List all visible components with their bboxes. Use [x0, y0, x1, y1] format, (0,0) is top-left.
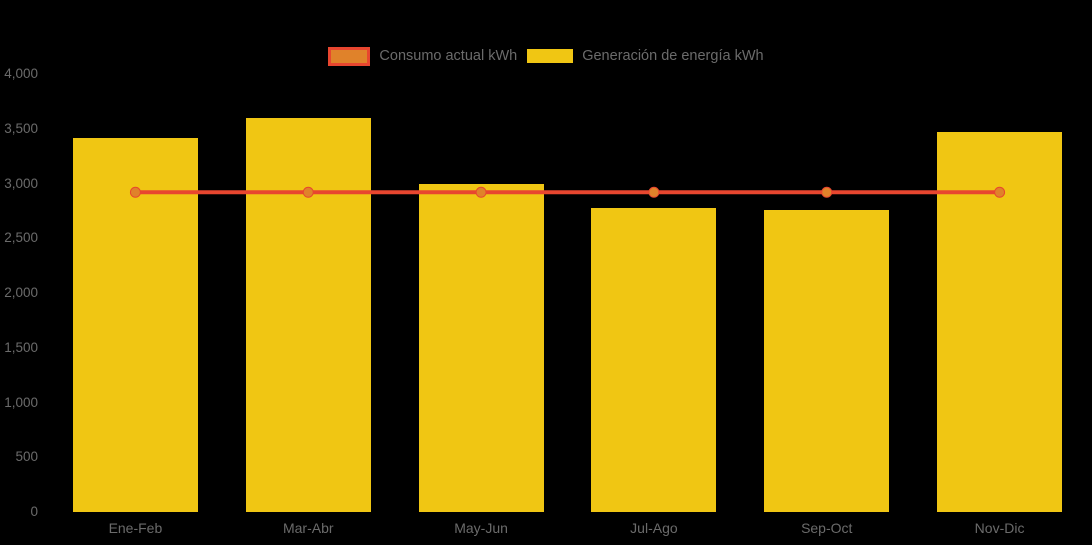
y-axis-tick-label-2500: 2,500 [4, 230, 38, 246]
generation-bar-may-jun[interactable] [418, 183, 544, 512]
y-axis-tick-label-1500: 1,500 [4, 339, 38, 355]
chart-legend: Consumo actual kWh Generación de energía… [0, 45, 1092, 67]
consumption-line-marker-ene-feb[interactable] [129, 186, 141, 198]
x-axis-tick-label-jul-ago: Jul-Ago [630, 520, 678, 536]
generation-bar-jul-ago[interactable] [591, 207, 717, 512]
y-axis-tick-label-3500: 3,500 [4, 120, 38, 136]
x-axis-tick-label-nov-dic: Nov-Dic [974, 520, 1025, 536]
y-axis-tick-label-3000: 3,000 [4, 175, 38, 191]
legend-item-consumo-actual[interactable]: Consumo actual kWh [328, 46, 518, 66]
y-axis-tick-label-500: 500 [15, 449, 38, 465]
y-axis-tick-label-0: 0 [30, 504, 38, 519]
x-axis-tick-label-sep-oct: Sep-Oct [801, 520, 853, 536]
y-axis: 0 500 1,000 1,500 2,000 2,500 3,000 3,500 4,000 [0, 0, 38, 545]
consumption-line-marker-nov-dic[interactable] [994, 186, 1006, 198]
consumption-line-marker-may-jun[interactable] [475, 186, 487, 198]
x-axis-tick-label-ene-feb: Ene-Feb [108, 520, 163, 536]
consumption-line-marker-mar-abr[interactable] [302, 186, 314, 198]
consumption-line-marker-jul-ago[interactable] [648, 186, 660, 198]
legend-item-generacion-energia[interactable]: Generación de energía kWh [527, 47, 764, 64]
x-axis-tick-label-may-jun: May-Jun [454, 520, 508, 536]
generation-bar-sep-oct[interactable] [764, 209, 890, 512]
generation-bar-mar-abr[interactable] [245, 117, 371, 512]
x-axis-tick-label-mar-abr: Mar-Abr [282, 520, 334, 536]
consumption-line-marker-sep-oct[interactable] [821, 186, 833, 198]
legend-label-consumo-actual: Consumo actual kWh [379, 47, 518, 64]
y-axis-tick-label-4000: 4,000 [4, 66, 38, 81]
legend-label-generacion-energia: Generación de energía kWh [582, 47, 764, 64]
y-axis-tick-label-2000: 2,000 [4, 285, 38, 300]
y-axis-tick-label-1000: 1,000 [4, 394, 38, 410]
bar-series-swatch-icon [527, 49, 574, 63]
generation-bar-ene-feb[interactable] [72, 137, 198, 512]
line-series-swatch-icon [328, 46, 371, 66]
